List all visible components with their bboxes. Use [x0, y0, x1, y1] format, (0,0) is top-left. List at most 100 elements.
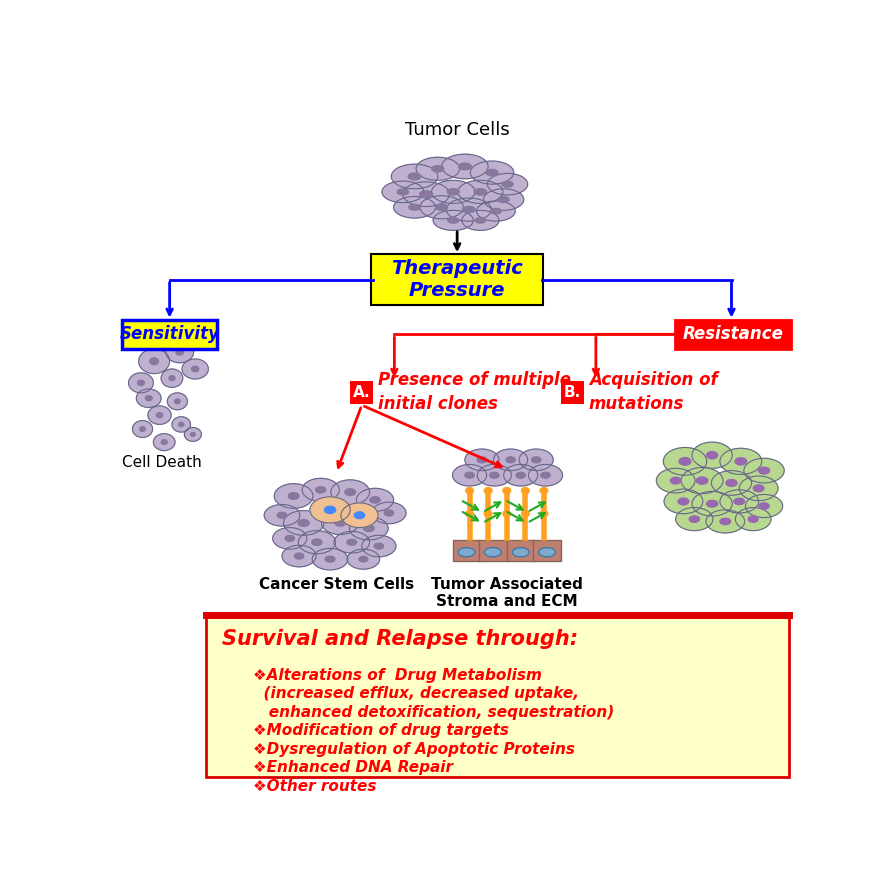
- Text: Sensitivity: Sensitivity: [120, 325, 219, 343]
- Ellipse shape: [434, 211, 474, 230]
- Ellipse shape: [347, 539, 357, 545]
- Ellipse shape: [735, 507, 771, 530]
- Ellipse shape: [359, 556, 368, 562]
- Text: ❖Other routes: ❖Other routes: [252, 779, 376, 794]
- Ellipse shape: [172, 417, 191, 432]
- Ellipse shape: [282, 546, 316, 567]
- Ellipse shape: [516, 472, 525, 478]
- Ellipse shape: [519, 449, 553, 471]
- Ellipse shape: [362, 535, 396, 557]
- Ellipse shape: [498, 196, 509, 203]
- Ellipse shape: [720, 490, 758, 513]
- Text: ❖Modification of drug targets: ❖Modification of drug targets: [252, 723, 508, 739]
- Text: Cancer Stem Cells: Cancer Stem Cells: [259, 577, 414, 592]
- Ellipse shape: [664, 447, 706, 475]
- Ellipse shape: [191, 432, 195, 437]
- Ellipse shape: [679, 457, 691, 465]
- Bar: [479, 540, 507, 562]
- Ellipse shape: [432, 165, 443, 172]
- Ellipse shape: [175, 399, 180, 404]
- Ellipse shape: [363, 525, 374, 531]
- Ellipse shape: [706, 510, 745, 533]
- Ellipse shape: [192, 366, 199, 371]
- Ellipse shape: [477, 464, 511, 486]
- Ellipse shape: [161, 439, 167, 445]
- Ellipse shape: [350, 517, 388, 540]
- Ellipse shape: [470, 161, 514, 184]
- Ellipse shape: [372, 502, 406, 523]
- Ellipse shape: [312, 548, 348, 570]
- Ellipse shape: [169, 376, 175, 380]
- FancyBboxPatch shape: [675, 320, 791, 349]
- Ellipse shape: [393, 196, 435, 218]
- FancyBboxPatch shape: [122, 320, 217, 349]
- Ellipse shape: [759, 503, 769, 509]
- Ellipse shape: [484, 511, 492, 517]
- Ellipse shape: [711, 471, 752, 496]
- Text: Resistance: Resistance: [682, 325, 783, 343]
- Ellipse shape: [403, 182, 450, 206]
- Ellipse shape: [384, 510, 393, 516]
- Ellipse shape: [137, 380, 145, 386]
- Ellipse shape: [409, 173, 421, 179]
- Ellipse shape: [325, 506, 335, 513]
- Ellipse shape: [692, 442, 732, 468]
- Ellipse shape: [310, 497, 351, 523]
- Ellipse shape: [298, 520, 310, 526]
- Ellipse shape: [746, 495, 782, 518]
- Ellipse shape: [274, 484, 313, 508]
- Text: enhanced detoxification, sequestration): enhanced detoxification, sequestration): [252, 705, 614, 720]
- Ellipse shape: [284, 511, 324, 535]
- Ellipse shape: [335, 520, 345, 526]
- Text: Tumor Associated
Stroma and ECM: Tumor Associated Stroma and ECM: [431, 577, 582, 609]
- Ellipse shape: [540, 488, 548, 494]
- Ellipse shape: [477, 457, 487, 463]
- Ellipse shape: [273, 528, 307, 549]
- Ellipse shape: [128, 372, 153, 393]
- Ellipse shape: [735, 458, 747, 465]
- Ellipse shape: [720, 448, 762, 474]
- Ellipse shape: [458, 163, 471, 170]
- Ellipse shape: [347, 549, 380, 569]
- Ellipse shape: [484, 488, 492, 494]
- FancyBboxPatch shape: [206, 615, 789, 777]
- Text: Presence of multiple
initial clones: Presence of multiple initial clones: [378, 371, 571, 413]
- Ellipse shape: [161, 369, 183, 388]
- Ellipse shape: [491, 208, 501, 213]
- Ellipse shape: [435, 204, 448, 211]
- Text: Survival and Relapse through:: Survival and Relapse through:: [221, 630, 578, 649]
- Ellipse shape: [156, 413, 162, 418]
- Ellipse shape: [132, 421, 153, 438]
- Ellipse shape: [334, 531, 369, 553]
- Ellipse shape: [522, 488, 529, 494]
- Ellipse shape: [277, 513, 287, 518]
- Ellipse shape: [503, 488, 510, 494]
- Ellipse shape: [754, 485, 764, 492]
- Ellipse shape: [465, 472, 475, 478]
- Ellipse shape: [447, 188, 459, 195]
- Ellipse shape: [541, 472, 550, 478]
- Ellipse shape: [458, 547, 475, 557]
- Ellipse shape: [176, 349, 184, 355]
- Ellipse shape: [298, 530, 335, 554]
- Ellipse shape: [720, 518, 731, 524]
- Ellipse shape: [442, 154, 488, 179]
- Ellipse shape: [690, 516, 699, 522]
- Ellipse shape: [452, 464, 487, 486]
- Text: Acquisition of
mutations: Acquisition of mutations: [589, 371, 718, 413]
- Ellipse shape: [341, 503, 378, 528]
- Text: Cell Death: Cell Death: [122, 455, 202, 471]
- Text: Tumor Cells: Tumor Cells: [405, 121, 509, 139]
- Ellipse shape: [475, 188, 486, 195]
- Ellipse shape: [484, 547, 501, 557]
- Ellipse shape: [657, 468, 695, 493]
- Ellipse shape: [397, 189, 409, 195]
- Ellipse shape: [374, 543, 384, 549]
- Ellipse shape: [345, 488, 356, 496]
- Ellipse shape: [178, 422, 184, 427]
- Text: (increased efflux, decreased uptake,: (increased efflux, decreased uptake,: [252, 686, 579, 701]
- FancyBboxPatch shape: [561, 380, 584, 404]
- Ellipse shape: [671, 477, 681, 484]
- Ellipse shape: [302, 479, 339, 501]
- Ellipse shape: [288, 493, 299, 499]
